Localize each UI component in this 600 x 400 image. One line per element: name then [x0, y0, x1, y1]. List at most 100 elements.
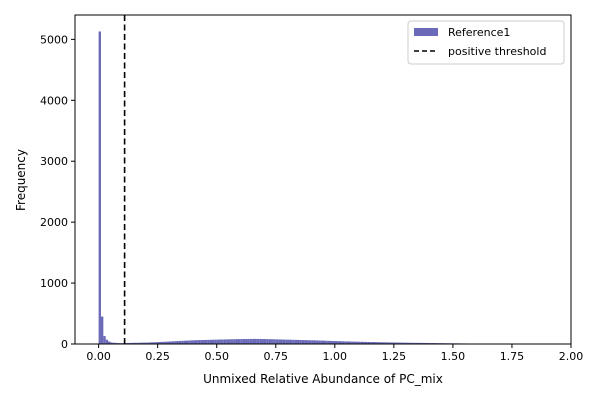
- histogram-bar: [391, 342, 394, 344]
- histogram-bar: [134, 342, 137, 344]
- histogram-bar: [249, 338, 253, 344]
- histogram-bar: [126, 342, 130, 344]
- histogram-bar: [313, 340, 316, 344]
- histogram-bar: [299, 339, 302, 344]
- y-tick-label: 3000: [40, 155, 68, 168]
- histogram-bar: [327, 340, 331, 344]
- histogram-bar: [287, 339, 290, 344]
- histogram-bar: [297, 339, 300, 344]
- legend: Reference1 positive threshold: [407, 20, 565, 65]
- histogram-bar: [268, 339, 272, 344]
- histogram-bar: [330, 340, 333, 344]
- histogram-bar: [193, 340, 196, 344]
- histogram-bar: [174, 341, 177, 344]
- histogram-bar: [240, 339, 243, 344]
- histogram-bar: [148, 342, 151, 344]
- histogram-bar: [115, 342, 118, 344]
- histogram-bar: [370, 342, 373, 344]
- histogram-bar: [230, 339, 234, 344]
- histogram-bar: [100, 316, 104, 344]
- histogram-bar: [422, 342, 425, 344]
- legend-frame: [407, 20, 565, 65]
- histogram-bar: [195, 340, 198, 344]
- histogram-bar: [408, 342, 411, 344]
- histogram-bar: [138, 342, 142, 344]
- histogram-bar: [278, 339, 281, 344]
- histogram-bar: [273, 339, 276, 344]
- histogram-bar: [143, 342, 146, 344]
- histogram-bar: [211, 339, 215, 344]
- histogram-bar: [353, 341, 357, 344]
- x-axis-label: Unmixed Relative Abundance of PC_mix: [203, 372, 443, 386]
- histogram-bar: [207, 339, 210, 344]
- histogram-bar: [141, 342, 144, 344]
- histogram-bar: [320, 340, 323, 344]
- histogram-bar: [190, 340, 194, 344]
- histogram-bar: [226, 339, 229, 344]
- x-tick-label: 1.50: [441, 350, 466, 363]
- histogram-bar: [400, 342, 404, 344]
- histogram-bar: [285, 339, 288, 344]
- x-tick-label: 0.00: [86, 350, 111, 363]
- histogram-bar: [183, 340, 187, 344]
- histogram-bar: [209, 339, 212, 344]
- histogram-bar: [356, 341, 359, 344]
- histogram-bar: [389, 342, 392, 344]
- axes-frame: [74, 14, 572, 345]
- histogram-bar: [398, 342, 401, 344]
- histogram-bar: [136, 342, 139, 344]
- histogram-bar: [221, 339, 224, 344]
- histogram-bar: [374, 342, 378, 344]
- histogram-bar: [186, 340, 189, 344]
- histogram-bar: [228, 339, 231, 344]
- histogram-bar: [155, 342, 158, 344]
- histogram-bar: [367, 341, 371, 344]
- histogram-bar: [129, 342, 132, 344]
- histogram-bar: [171, 341, 175, 344]
- histogram-bar: [233, 339, 236, 344]
- histogram-bar: [275, 339, 279, 344]
- histogram-bar: [304, 340, 307, 344]
- histogram-bar: [360, 341, 364, 344]
- histogram-bar: [108, 341, 111, 344]
- histogram-bar: [261, 339, 264, 344]
- histogram-bar: [412, 342, 416, 344]
- histogram-bar: [417, 342, 420, 344]
- histogram-bar: [242, 339, 246, 344]
- y-tick-label: 4000: [40, 94, 68, 107]
- y-tick-label: 1000: [40, 277, 68, 290]
- histogram-bar: [157, 342, 161, 344]
- histogram-bar: [271, 339, 274, 344]
- histogram-bar: [341, 341, 345, 344]
- histogram-bar: [386, 342, 390, 344]
- histogram-bar: [259, 338, 262, 344]
- histogram-bar: [410, 342, 413, 344]
- axes: 0.00 0.25 0.50 0.75 1.00 1.25 1.50 1.75 2.00 0 100…: [40, 14, 584, 363]
- histogram-bar: [306, 340, 309, 344]
- histogram-bar: [415, 342, 418, 344]
- histogram-bar: [105, 339, 109, 344]
- histogram-bar: [252, 338, 255, 344]
- x-tick-label: 2.00: [559, 350, 584, 363]
- histogram-bar: [200, 340, 203, 344]
- histogram-bar: [363, 341, 366, 344]
- histogram-bar: [384, 342, 387, 344]
- histogram-bar: [160, 341, 163, 344]
- histogram-bar: [245, 339, 248, 344]
- histogram-bar: [419, 342, 423, 344]
- x-tick-label: 0.75: [264, 350, 289, 363]
- histogram-bar: [301, 340, 305, 344]
- histogram-bar: [167, 341, 170, 344]
- histogram-bar: [235, 339, 238, 344]
- x-tick-label: 1.75: [500, 350, 525, 363]
- plot-area: [98, 15, 571, 344]
- histogram-bar: [247, 338, 250, 344]
- histogram-bar: [280, 339, 283, 344]
- histogram-bar: [254, 338, 257, 344]
- histogram-bar: [204, 339, 208, 344]
- histogram-bar: [176, 341, 179, 344]
- histogram-bar: [131, 342, 135, 344]
- y-tick-label: 2000: [40, 216, 68, 229]
- histogram-bar: [266, 339, 269, 344]
